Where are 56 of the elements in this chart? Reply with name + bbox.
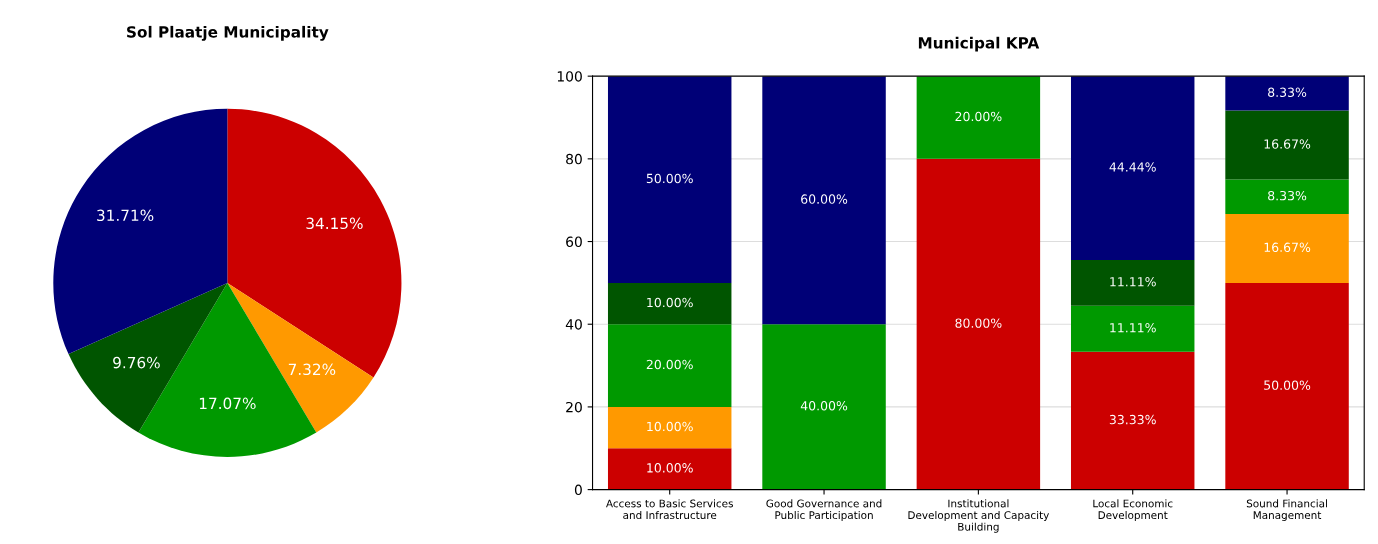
y-tick-label: 0 <box>574 484 582 496</box>
y-tick-label: 100 <box>557 71 582 82</box>
bar <box>607 448 732 490</box>
bar <box>607 406 732 449</box>
data-label: 16.67% <box>1264 242 1311 253</box>
data-label: 9.76% <box>113 356 160 369</box>
bar <box>916 158 1041 490</box>
bar <box>916 76 1041 159</box>
x-tick-label: Institutional Development and Capacity Building <box>908 499 1049 533</box>
data-label: 16.67% <box>1264 139 1311 149</box>
y-tick-label: 60 <box>566 236 582 248</box>
data-label: 50.00% <box>1264 380 1311 390</box>
bar <box>1225 76 1349 111</box>
bar <box>762 76 886 325</box>
data-label: 44.44% <box>1109 162 1156 172</box>
bar <box>1225 282 1349 490</box>
data-label: 10.00% <box>647 463 693 473</box>
data-label: 50.00% <box>646 173 693 184</box>
data-label: 33.33% <box>1109 414 1156 425</box>
data-label: 80.00% <box>955 318 1002 328</box>
pie-slice <box>227 108 402 378</box>
data-label: 10.00% <box>647 421 693 432</box>
bar <box>1225 213 1349 283</box>
chart-title: Sol Plaatje Municipality <box>127 25 329 41</box>
x-tick-label: Local Economic Development <box>1093 499 1173 522</box>
data-label: 11.11% <box>1110 323 1156 333</box>
data-label: 40.00% <box>800 401 848 411</box>
bar <box>1225 179 1349 214</box>
x-tick-label: Access to Basic Services and Infrastructure <box>606 499 733 520</box>
bar <box>1070 351 1195 490</box>
bar <box>1070 305 1195 352</box>
bar <box>1070 76 1195 260</box>
y-tick-label: 20 <box>566 401 582 413</box>
x-tick-label: Sound Financial Management <box>1246 499 1327 522</box>
x-tick-label: Good Governance and Public Participation <box>766 499 882 522</box>
pie-slice <box>53 108 228 355</box>
data-label: 31.71% <box>97 209 154 222</box>
bar <box>607 76 732 283</box>
data-label: 8.33% <box>1268 87 1307 98</box>
data-label: 20.00% <box>646 359 693 370</box>
data-label: 34.15% <box>306 217 363 230</box>
chart-title: Municipal KPA <box>918 36 1040 52</box>
bar <box>607 324 732 407</box>
bar <box>607 282 732 325</box>
data-label: 11.11% <box>1110 277 1156 287</box>
data-label: 20.00% <box>955 111 1002 122</box>
y-tick-label: 40 <box>565 319 582 330</box>
data-label: 7.32% <box>288 363 336 376</box>
bar <box>1225 110 1349 180</box>
data-label: 60.00% <box>801 194 848 204</box>
data-label: 10.00% <box>647 297 693 308</box>
data-label: 8.33% <box>1268 190 1307 201</box>
y-tick-label: 80 <box>566 153 582 165</box>
data-label: 17.07% <box>199 397 256 410</box>
bar <box>762 324 886 490</box>
bar <box>1070 259 1195 306</box>
